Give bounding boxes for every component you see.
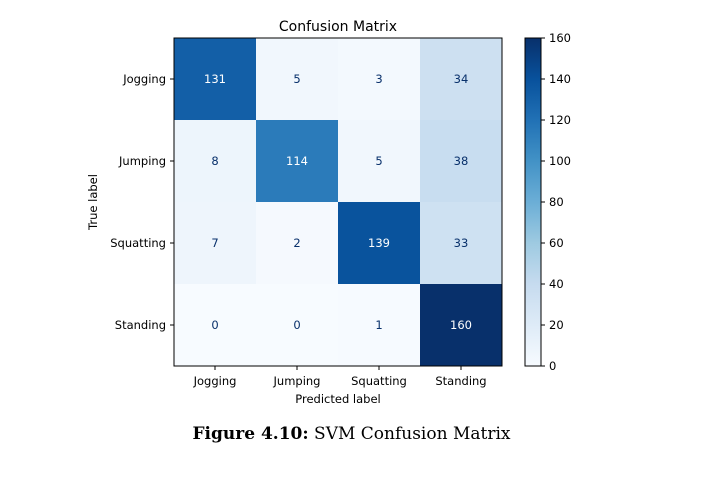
heatmap-cell <box>420 202 503 285</box>
cell-value: 131 <box>204 72 226 86</box>
cell-value: 33 <box>454 236 469 250</box>
colorbar-tick-label: 100 <box>549 154 571 168</box>
colorbar-tick-label: 20 <box>549 318 564 332</box>
heatmap-cell <box>338 284 421 367</box>
cell-value: 5 <box>375 154 382 168</box>
colorbar-ticks: 0 20 40 60 80 100 120 140 160 <box>541 31 571 373</box>
cell-value: 114 <box>286 154 308 168</box>
colorbar-tick-label: 140 <box>549 72 571 86</box>
plot-frame <box>173 37 503 367</box>
heatmap-cell <box>174 38 257 121</box>
x-axis-ticks: Jogging Jumping Squatting Standing <box>193 366 487 388</box>
y-tick-label: Standing <box>115 318 166 332</box>
cell-value: 5 <box>293 72 300 86</box>
heatmap-cell <box>174 284 257 367</box>
heatmap-cell <box>420 38 503 121</box>
heatmap-cell <box>256 202 339 285</box>
cell-value: 139 <box>368 236 390 250</box>
cell-value: 8 <box>211 154 218 168</box>
figure-caption: Figure 4.10: SVM Confusion Matrix <box>0 424 703 444</box>
cell-value: 0 <box>211 318 218 332</box>
x-tick-label: Standing <box>435 374 486 388</box>
x-tick-label: Jogging <box>193 374 237 388</box>
confusion-matrix-chart: Confusion Matrix 131 5 3 348 114 5 387 2 139 330 0… <box>86 19 571 406</box>
colorbar-tick-label: 120 <box>549 113 571 127</box>
chart-title: Confusion Matrix <box>279 19 397 35</box>
heatmap-cells: 131 5 3 34 8 114 5 38 7 2 139 33 0 0 1 160 <box>174 38 503 367</box>
heatmap-cell <box>338 202 421 285</box>
y-tick-label: Jumping <box>118 154 166 168</box>
x-tick-label: Jumping <box>273 374 321 388</box>
cell-value: 0 <box>293 318 300 332</box>
heatmap-cell <box>256 120 339 203</box>
y-axis-label: True label <box>86 174 100 231</box>
caption-text: SVM Confusion Matrix <box>314 424 511 444</box>
colorbar-tick-label: 40 <box>549 277 564 291</box>
caption-prefix: Figure 4.10: <box>192 424 309 444</box>
colorbar-tick-label: 60 <box>549 236 564 250</box>
colorbar-tick-label: 0 <box>549 359 556 373</box>
y-tick-label: Squatting <box>110 236 166 250</box>
heatmap-cell <box>338 38 421 121</box>
cell-value: 2 <box>293 236 300 250</box>
cell-value: 1 <box>375 318 382 332</box>
x-tick-label: Squatting <box>351 374 407 388</box>
cell-value: 34 <box>454 72 469 86</box>
colorbar-tick-label: 160 <box>549 31 571 45</box>
heatmap-cell <box>174 202 257 285</box>
heatmap-cell <box>338 120 421 203</box>
cell-value: 3 <box>375 72 382 86</box>
cell-value: 160 <box>450 318 472 332</box>
cell-value: 7 <box>211 236 218 250</box>
heatmap-cell <box>420 284 503 367</box>
heatmap-cell <box>256 284 339 367</box>
colorbar-tick-label: 80 <box>549 195 564 209</box>
cell-value: 38 <box>454 154 469 168</box>
x-axis-label: Predicted label <box>295 392 380 406</box>
colorbar <box>524 37 542 367</box>
heatmap-cell <box>174 120 257 203</box>
y-axis-ticks: Jogging Jumping Squatting Standing <box>110 72 174 332</box>
y-tick-label: Jogging <box>122 72 166 86</box>
heatmap-cell <box>420 120 503 203</box>
heatmap-cell <box>256 38 339 121</box>
